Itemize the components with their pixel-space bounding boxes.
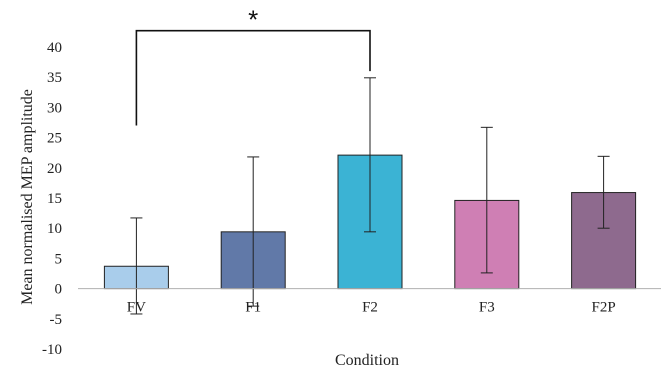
y-axis-label: Mean normalised MEP amplitude: [19, 89, 36, 305]
significance-label: *: [248, 5, 258, 35]
x-tick-label: F2P: [592, 300, 616, 316]
x-tick-label: F1: [245, 300, 261, 316]
y-tick-label: 20: [47, 161, 62, 177]
y-tick-label: 30: [47, 100, 62, 116]
error-bar-fv: [130, 217, 143, 315]
error-bar-f2p: [597, 155, 610, 229]
y-tick-label: 0: [55, 282, 63, 298]
y-tick-label: 10: [47, 221, 62, 237]
y-tick-label: 40: [47, 40, 62, 56]
x-axis-ticks: FV F1 F2 F3 F2P: [127, 300, 616, 316]
significance-bracket: *: [135, 5, 371, 126]
y-tick-label: 15: [47, 191, 62, 207]
significance-bracket-line: [135, 29, 371, 126]
x-axis-label: Condition: [335, 352, 399, 369]
x-tick-label: F2: [362, 300, 378, 316]
y-tick-label: 5: [55, 251, 63, 267]
x-tick-label: FV: [127, 300, 146, 316]
error-bar-f2: [364, 77, 376, 233]
y-tick-label: -5: [50, 312, 63, 328]
error-bar-f1: [247, 156, 260, 307]
y-tick-label: 25: [47, 131, 62, 147]
error-bars: [130, 77, 610, 315]
x-tick-label: F3: [479, 300, 495, 316]
y-axis-ticks: -10 -5 0 5 10 15 20 25 30 35 40: [42, 40, 62, 358]
y-tick-label: -10: [42, 342, 62, 358]
y-tick-label: 35: [47, 70, 62, 86]
error-bar-f3: [480, 126, 493, 274]
